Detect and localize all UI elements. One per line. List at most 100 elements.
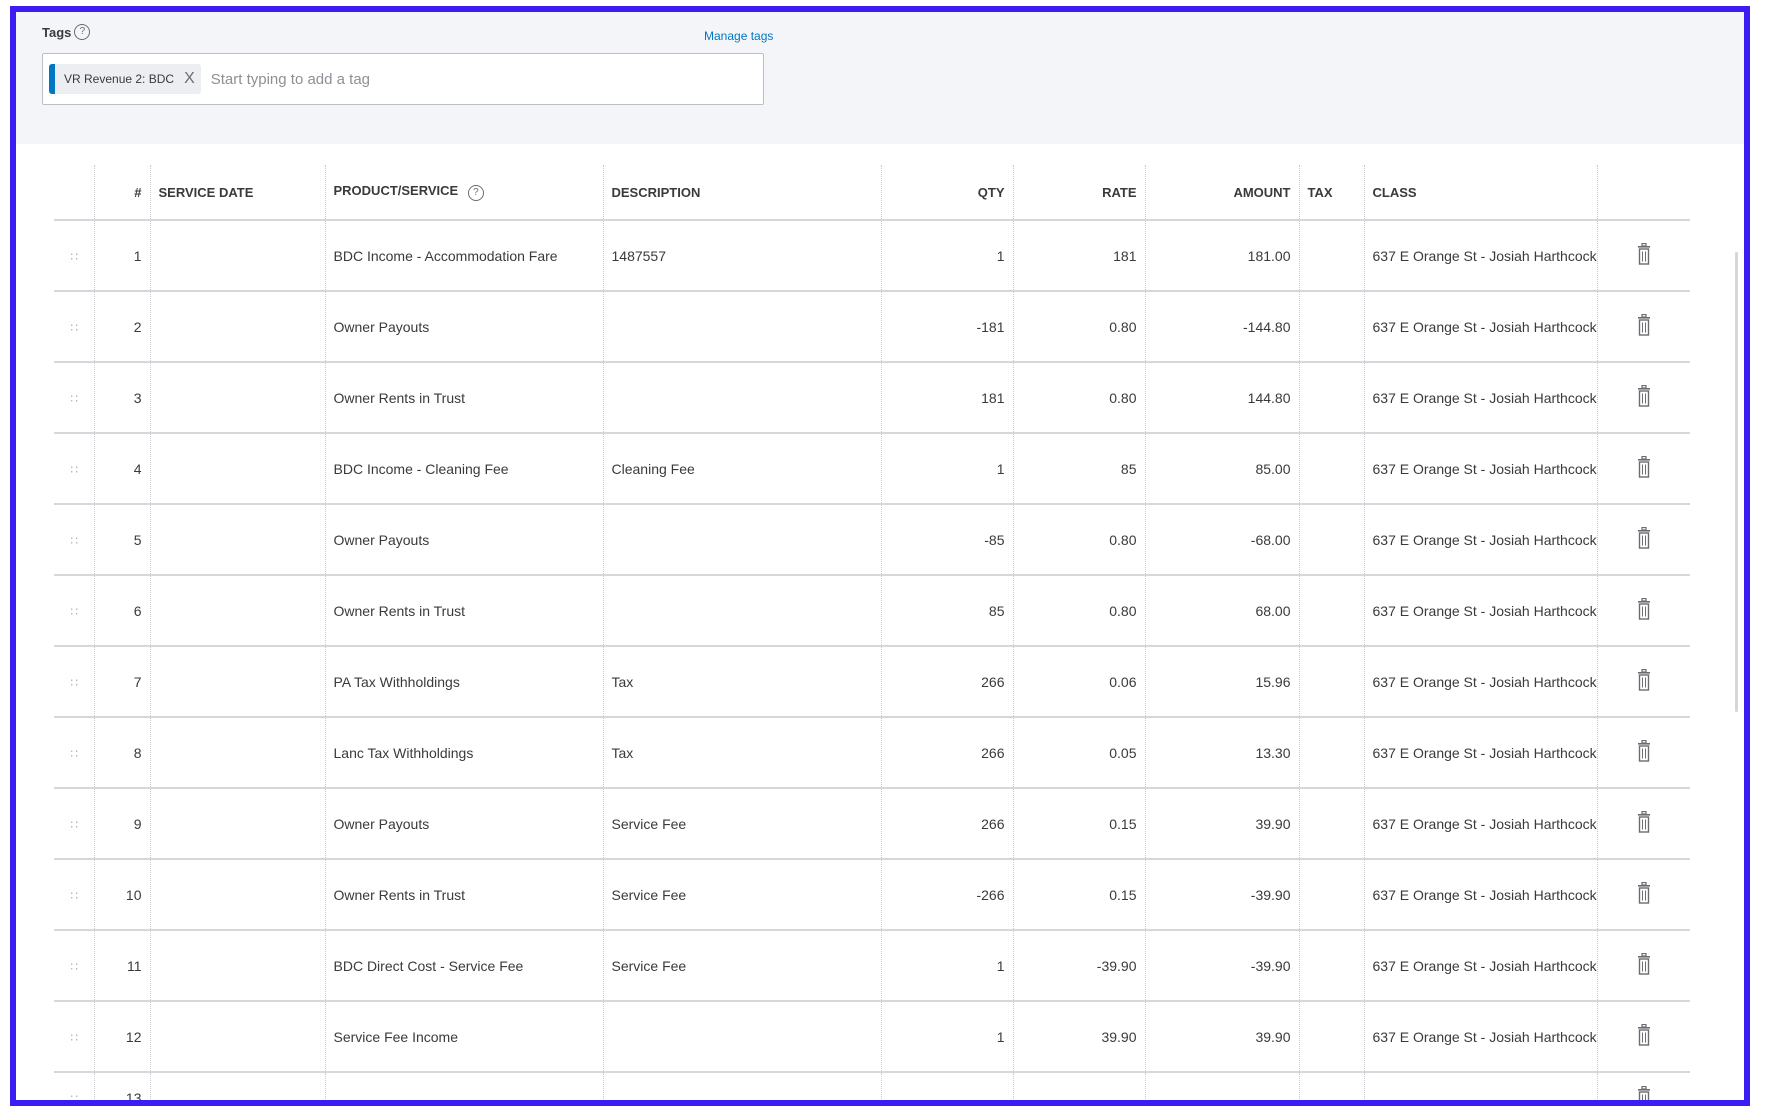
class-cell[interactable]: 637 E Orange St - Josiah Harthcock xyxy=(1364,433,1598,505)
amount-cell[interactable]: -39.90 xyxy=(1145,930,1300,1002)
qty-cell[interactable]: -266 xyxy=(881,859,1014,931)
tax-cell[interactable] xyxy=(1299,291,1365,363)
drag-handle-icon[interactable]: ∷ xyxy=(70,817,78,832)
amount-cell[interactable]: 39.90 xyxy=(1145,1001,1300,1073)
description-cell[interactable]: 1487557 xyxy=(603,220,882,292)
trash-icon[interactable] xyxy=(1637,242,1651,268)
delete-cell[interactable] xyxy=(1597,433,1690,505)
delete-cell[interactable] xyxy=(1597,362,1690,434)
table-row[interactable]: ∷ 12 Service Fee Income 1 39.90 39.90 637 E Or… xyxy=(54,1001,1690,1073)
class-cell[interactable]: 637 E Orange St - Josiah Harthcock xyxy=(1364,575,1598,647)
rate-cell[interactable]: -39.90 xyxy=(1013,930,1146,1002)
amount-cell[interactable]: 68.00 xyxy=(1145,575,1300,647)
tax-cell[interactable] xyxy=(1299,433,1365,505)
drag-handle-icon[interactable]: ∷ xyxy=(70,1092,78,1106)
tax-cell[interactable] xyxy=(1299,220,1365,292)
rate-cell[interactable]: 181 xyxy=(1013,220,1146,292)
amount-cell[interactable] xyxy=(1145,1072,1300,1100)
service-date-cell[interactable] xyxy=(150,504,326,576)
table-row[interactable]: ∷ 2 Owner Payouts -181 0.80 -144.80 637 E Oran… xyxy=(54,291,1690,363)
table-row[interactable]: ∷ 8 Lanc Tax Withholdings Tax 266 0.05 13.30 63… xyxy=(54,717,1690,789)
table-row[interactable]: ∷ 10 Owner Rents in Trust Service Fee -266 0.… xyxy=(54,859,1690,931)
drag-handle-icon[interactable]: ∷ xyxy=(70,888,78,903)
tax-cell[interactable] xyxy=(1299,362,1365,434)
drag-handle-icon[interactable]: ∷ xyxy=(70,533,78,548)
description-cell[interactable] xyxy=(603,291,882,363)
delete-cell[interactable] xyxy=(1597,1001,1690,1073)
delete-cell[interactable] xyxy=(1597,1072,1690,1100)
description-cell[interactable]: Tax xyxy=(603,717,882,789)
drag-handle-cell[interactable]: ∷ xyxy=(54,859,95,931)
amount-cell[interactable]: -68.00 xyxy=(1145,504,1300,576)
tax-cell[interactable] xyxy=(1299,930,1365,1002)
drag-handle-cell[interactable]: ∷ xyxy=(54,575,95,647)
drag-handle-icon[interactable]: ∷ xyxy=(70,391,78,406)
class-cell[interactable] xyxy=(1364,1072,1598,1100)
table-row[interactable]: ∷ 5 Owner Payouts -85 0.80 -68.00 637 E Orange… xyxy=(54,504,1690,576)
rate-cell[interactable]: 39.90 xyxy=(1013,1001,1146,1073)
product-service-cell[interactable]: BDC Direct Cost - Service Fee xyxy=(325,930,604,1002)
rate-cell[interactable]: 0.15 xyxy=(1013,788,1146,860)
drag-handle-cell[interactable]: ∷ xyxy=(54,930,95,1002)
qty-cell[interactable]: 1 xyxy=(881,930,1014,1002)
description-cell[interactable] xyxy=(603,575,882,647)
drag-handle-cell[interactable]: ∷ xyxy=(54,717,95,789)
drag-handle-icon[interactable]: ∷ xyxy=(70,249,78,264)
product-service-cell[interactable]: Owner Payouts xyxy=(325,504,604,576)
service-date-cell[interactable] xyxy=(150,575,326,647)
scrollbar[interactable] xyxy=(1735,252,1738,712)
drag-handle-icon[interactable]: ∷ xyxy=(70,462,78,477)
delete-cell[interactable] xyxy=(1597,788,1690,860)
class-cell[interactable]: 637 E Orange St - Josiah Harthcock xyxy=(1364,362,1598,434)
drag-handle-cell[interactable]: ∷ xyxy=(54,1072,95,1106)
delete-cell[interactable] xyxy=(1597,930,1690,1002)
qty-cell[interactable]: 85 xyxy=(881,575,1014,647)
trash-icon[interactable] xyxy=(1637,1085,1651,1100)
service-date-cell[interactable] xyxy=(150,717,326,789)
class-cell[interactable]: 637 E Orange St - Josiah Harthcock xyxy=(1364,646,1598,718)
drag-handle-cell[interactable]: ∷ xyxy=(54,504,95,576)
delete-cell[interactable] xyxy=(1597,575,1690,647)
tax-cell[interactable] xyxy=(1299,788,1365,860)
amount-cell[interactable]: -144.80 xyxy=(1145,291,1300,363)
rate-cell[interactable]: 0.80 xyxy=(1013,291,1146,363)
rate-cell[interactable]: 0.06 xyxy=(1013,646,1146,718)
rate-cell[interactable] xyxy=(1013,1072,1146,1100)
product-service-cell[interactable]: PA Tax Withholdings xyxy=(325,646,604,718)
product-service-cell[interactable]: Owner Rents in Trust xyxy=(325,575,604,647)
class-cell[interactable]: 637 E Orange St - Josiah Harthcock xyxy=(1364,220,1598,292)
drag-handle-icon[interactable]: ∷ xyxy=(70,746,78,761)
product-service-cell[interactable]: Owner Payouts xyxy=(325,291,604,363)
class-cell[interactable]: 637 E Orange St - Josiah Harthcock xyxy=(1364,788,1598,860)
qty-cell[interactable]: -85 xyxy=(881,504,1014,576)
description-cell[interactable]: Tax xyxy=(603,646,882,718)
table-row[interactable]: ∷ 9 Owner Payouts Service Fee 266 0.15 39.90 63… xyxy=(54,788,1690,860)
drag-handle-icon[interactable]: ∷ xyxy=(70,675,78,690)
service-date-cell[interactable] xyxy=(150,930,326,1002)
qty-cell[interactable]: 1 xyxy=(881,433,1014,505)
qty-cell[interactable]: 181 xyxy=(881,362,1014,434)
description-cell[interactable]: Service Fee xyxy=(603,788,882,860)
amount-cell[interactable]: 144.80 xyxy=(1145,362,1300,434)
amount-cell[interactable]: 181.00 xyxy=(1145,220,1300,292)
qty-cell[interactable]: 1 xyxy=(881,1001,1014,1073)
description-cell[interactable] xyxy=(603,1072,882,1100)
table-row[interactable]: ∷ 4 BDC Income - Cleaning Fee Cleaning Fee 1… xyxy=(54,433,1690,505)
delete-cell[interactable] xyxy=(1597,646,1690,718)
help-icon[interactable]: ? xyxy=(74,24,91,40)
tax-cell[interactable] xyxy=(1299,646,1365,718)
rate-cell[interactable]: 0.80 xyxy=(1013,362,1146,434)
drag-handle-icon[interactable]: ∷ xyxy=(70,959,78,974)
class-cell[interactable]: 637 E Orange St - Josiah Harthcock xyxy=(1364,1001,1598,1073)
amount-cell[interactable]: -39.90 xyxy=(1145,859,1300,931)
class-cell[interactable]: 637 E Orange St - Josiah Harthcock xyxy=(1364,504,1598,576)
tax-cell[interactable] xyxy=(1299,859,1365,931)
service-date-cell[interactable] xyxy=(150,788,326,860)
description-cell[interactable] xyxy=(603,362,882,434)
drag-handle-cell[interactable]: ∷ xyxy=(54,433,95,505)
manage-tags-link[interactable]: Manage tags xyxy=(704,29,774,43)
qty-cell[interactable]: -181 xyxy=(881,291,1014,363)
rate-cell[interactable]: 0.05 xyxy=(1013,717,1146,789)
service-date-cell[interactable] xyxy=(150,291,326,363)
product-service-cell[interactable]: BDC Income - Cleaning Fee xyxy=(325,433,604,505)
